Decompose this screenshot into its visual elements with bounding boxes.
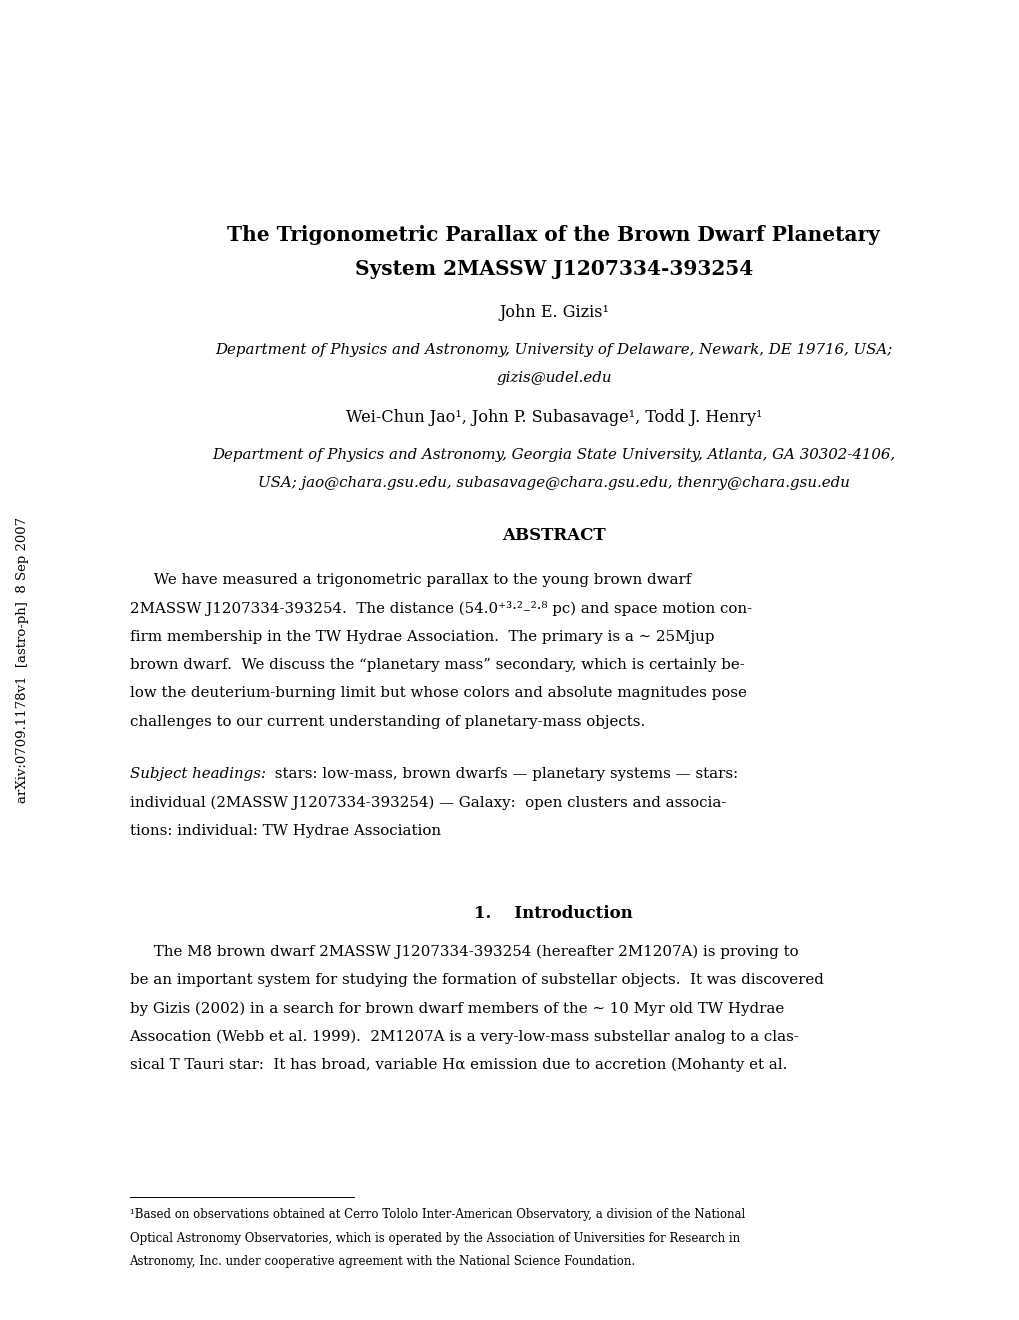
Text: ¹Based on observations obtained at Cerro Tololo Inter-American Observatory, a di: ¹Based on observations obtained at Cerro… [129,1208,744,1221]
Text: John E. Gizis¹: John E. Gizis¹ [498,305,608,321]
Text: 2MASSW J1207334-393254.  The distance (54.0⁺³·²₋²·⁸ pc) and space motion con-: 2MASSW J1207334-393254. The distance (54… [129,602,751,616]
Text: Assocation (Webb et al. 1999).  2M1207A is a very-low-mass substellar analog to : Assocation (Webb et al. 1999). 2M1207A i… [129,1030,799,1044]
Text: Department of Physics and Astronomy, University of Delaware, Newark, DE 19716, U: Department of Physics and Astronomy, Uni… [215,343,892,356]
Text: The Trigonometric Parallax of the Brown Dwarf Planetary: The Trigonometric Parallax of the Brown … [227,224,879,246]
Text: brown dwarf.  We discuss the “planetary mass” secondary, which is certainly be-: brown dwarf. We discuss the “planetary m… [129,659,744,672]
Text: We have measured a trigonometric parallax to the young brown dwarf: We have measured a trigonometric paralla… [129,573,690,587]
Text: Subject headings:: Subject headings: [129,767,265,781]
Text: challenges to our current understanding of planetary-mass objects.: challenges to our current understanding … [129,715,644,729]
Text: gizis@udel.edu: gizis@udel.edu [495,371,611,385]
Text: Wei-Chun Jao¹, John P. Subasavage¹, Todd J. Henry¹: Wei-Chun Jao¹, John P. Subasavage¹, Todd… [345,409,761,426]
Text: arXiv:0709.1178v1  [astro-ph]  8 Sep 2007: arXiv:0709.1178v1 [astro-ph] 8 Sep 2007 [16,517,29,803]
Text: firm membership in the TW Hydrae Association.  The primary is a ∼ 25Mjup: firm membership in the TW Hydrae Associa… [129,630,713,644]
Text: 1.    Introduction: 1. Introduction [474,906,633,921]
Text: Department of Physics and Astronomy, Georgia State University, Atlanta, GA 30302: Department of Physics and Astronomy, Geo… [212,447,895,462]
Text: be an important system for studying the formation of substellar objects.  It was: be an important system for studying the … [129,973,822,987]
Text: USA; jao@chara.gsu.edu, subasavage@chara.gsu.edu, thenry@chara.gsu.edu: USA; jao@chara.gsu.edu, subasavage@chara… [258,477,849,490]
Text: Optical Astronomy Observatories, which is operated by the Association of Univers: Optical Astronomy Observatories, which i… [129,1232,739,1245]
Text: sical T Tauri star:  It has broad, variable Hα emission due to accretion (Mohant: sical T Tauri star: It has broad, variab… [129,1059,786,1072]
Text: low the deuterium-burning limit but whose colors and absolute magnitudes pose: low the deuterium-burning limit but whos… [129,686,746,701]
Text: stars: low-mass, brown dwarfs — planetary systems — stars:: stars: low-mass, brown dwarfs — planetar… [270,767,738,781]
Text: The M8 brown dwarf 2MASSW J1207334-393254 (hereafter 2M1207A) is proving to: The M8 brown dwarf 2MASSW J1207334-39325… [129,945,798,958]
Text: System 2MASSW J1207334-393254: System 2MASSW J1207334-393254 [355,259,752,280]
Text: Astronomy, Inc. under cooperative agreement with the National Science Foundation: Astronomy, Inc. under cooperative agreem… [129,1255,635,1269]
Text: tions: individual: TW Hydrae Association: tions: individual: TW Hydrae Association [129,824,440,838]
Text: by Gizis (2002) in a search for brown dwarf members of the ∼ 10 Myr old TW Hydra: by Gizis (2002) in a search for brown dw… [129,1002,783,1015]
Text: ABSTRACT: ABSTRACT [501,528,605,544]
Text: individual (2MASSW J1207334-393254) — Galaxy:  open clusters and associa-: individual (2MASSW J1207334-393254) — Ga… [129,796,726,809]
